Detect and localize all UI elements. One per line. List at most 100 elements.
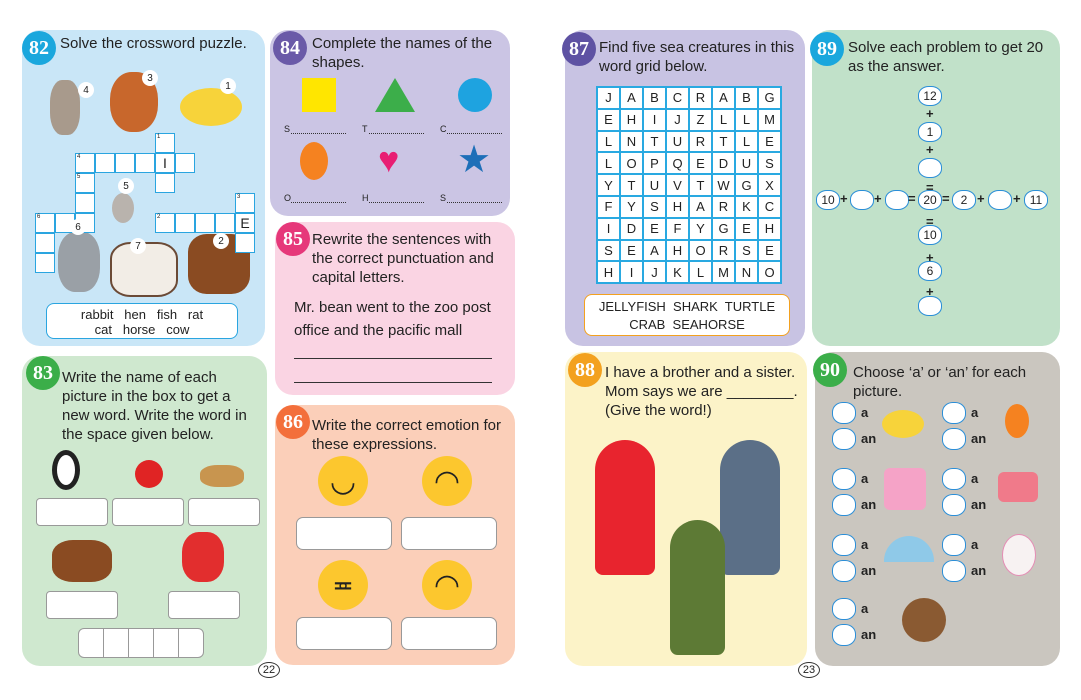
grid-letter[interactable]: J: [643, 261, 666, 284]
grid-letter[interactable]: X: [758, 174, 781, 196]
letter-cell[interactable]: [179, 629, 203, 657]
grid-letter[interactable]: E: [597, 108, 620, 131]
crossword-cell[interactable]: [155, 173, 175, 193]
grid-letter[interactable]: L: [689, 261, 712, 284]
grid-letter[interactable]: T: [689, 174, 712, 196]
grid-letter[interactable]: H: [620, 108, 643, 131]
grid-letter[interactable]: I: [643, 108, 666, 131]
choice-cloud[interactable]: [832, 534, 856, 556]
choice-cloud[interactable]: [942, 494, 966, 516]
crossword-cell[interactable]: [115, 153, 135, 173]
choice-cloud[interactable]: [942, 534, 966, 556]
grid-letter[interactable]: S: [643, 195, 666, 218]
crossword-cell[interactable]: 4: [75, 153, 95, 173]
crossword-cell[interactable]: [235, 233, 255, 253]
grid-letter[interactable]: D: [712, 152, 735, 175]
answer-box[interactable]: [401, 617, 497, 650]
grid-letter[interactable]: A: [620, 87, 643, 109]
grid-letter[interactable]: B: [643, 87, 666, 109]
grid-letter[interactable]: G: [735, 174, 758, 196]
crossword-cell[interactable]: [35, 253, 55, 273]
grid-letter[interactable]: M: [758, 108, 781, 131]
grid-letter[interactable]: L: [712, 108, 735, 131]
grid-letter[interactable]: L: [597, 152, 620, 175]
grid-letter[interactable]: K: [735, 195, 758, 218]
grid-letter[interactable]: I: [597, 217, 620, 240]
grid-letter[interactable]: U: [666, 130, 689, 153]
grid-letter[interactable]: Q: [666, 152, 689, 175]
grid-letter[interactable]: P: [643, 152, 666, 175]
grid-letter[interactable]: Y: [689, 217, 712, 240]
choice-cloud[interactable]: [942, 560, 966, 582]
crossword-cell[interactable]: 5: [75, 173, 95, 193]
grid-letter[interactable]: Y: [620, 195, 643, 218]
grid-letter[interactable]: S: [758, 152, 781, 175]
answer-box[interactable]: [168, 591, 240, 619]
crossword-cell[interactable]: [175, 213, 195, 233]
answer-box[interactable]: [36, 498, 108, 526]
crossword-cell[interactable]: 6: [35, 213, 55, 233]
choice-cloud[interactable]: [832, 560, 856, 582]
crossword-cell[interactable]: [135, 153, 155, 173]
answer-line[interactable]: [294, 382, 492, 383]
grid-letter[interactable]: T: [643, 130, 666, 153]
grid-letter[interactable]: W: [712, 174, 735, 196]
grid-letter[interactable]: L: [597, 130, 620, 153]
answer-box[interactable]: [46, 591, 118, 619]
crossword-cell[interactable]: [75, 193, 95, 213]
grid-letter[interactable]: H: [666, 239, 689, 262]
crossword-cell[interactable]: 3: [235, 193, 255, 213]
answer-box[interactable]: [188, 498, 260, 526]
grid-letter[interactable]: E: [758, 130, 781, 153]
letter-cell[interactable]: [154, 629, 179, 657]
grid-letter[interactable]: G: [712, 217, 735, 240]
grid-letter[interactable]: N: [735, 261, 758, 284]
crossword-cell[interactable]: 1: [155, 133, 175, 153]
choice-cloud[interactable]: [942, 468, 966, 490]
grid-letter[interactable]: R: [712, 195, 735, 218]
grid-letter[interactable]: F: [597, 195, 620, 218]
grid-letter[interactable]: U: [643, 174, 666, 196]
grid-letter[interactable]: O: [620, 152, 643, 175]
number-cloud[interactable]: [850, 190, 874, 210]
grid-letter[interactable]: R: [689, 87, 712, 109]
grid-letter[interactable]: B: [735, 87, 758, 109]
choice-cloud[interactable]: [942, 402, 966, 424]
grid-letter[interactable]: R: [712, 239, 735, 262]
answer-line[interactable]: [294, 358, 492, 359]
new-word-box[interactable]: [78, 628, 204, 658]
grid-letter[interactable]: M: [712, 261, 735, 284]
grid-letter[interactable]: T: [620, 174, 643, 196]
grid-letter[interactable]: N: [620, 130, 643, 153]
grid-letter[interactable]: A: [712, 87, 735, 109]
grid-letter[interactable]: S: [735, 239, 758, 262]
grid-letter[interactable]: A: [643, 239, 666, 262]
choice-cloud[interactable]: [832, 598, 856, 620]
choice-cloud[interactable]: [942, 428, 966, 450]
grid-letter[interactable]: O: [689, 239, 712, 262]
grid-letter[interactable]: E: [735, 217, 758, 240]
number-cloud[interactable]: [918, 296, 942, 316]
grid-letter[interactable]: C: [666, 87, 689, 109]
choice-cloud[interactable]: [832, 468, 856, 490]
crossword-cell[interactable]: [175, 153, 195, 173]
answer-box[interactable]: [296, 517, 392, 550]
answer-box[interactable]: [401, 517, 497, 550]
choice-cloud[interactable]: [832, 494, 856, 516]
grid-letter[interactable]: E: [689, 152, 712, 175]
grid-letter[interactable]: E: [758, 239, 781, 262]
grid-letter[interactable]: I: [620, 261, 643, 284]
choice-cloud[interactable]: [832, 428, 856, 450]
grid-letter[interactable]: E: [643, 217, 666, 240]
grid-letter[interactable]: L: [735, 108, 758, 131]
grid-letter[interactable]: V: [666, 174, 689, 196]
grid-letter[interactable]: Y: [597, 174, 620, 196]
number-cloud[interactable]: [918, 158, 942, 178]
grid-letter[interactable]: S: [597, 239, 620, 262]
grid-letter[interactable]: H: [758, 217, 781, 240]
grid-letter[interactable]: Z: [689, 108, 712, 131]
crossword-cell[interactable]: [95, 153, 115, 173]
answer-box[interactable]: [296, 617, 392, 650]
grid-letter[interactable]: H: [666, 195, 689, 218]
crossword-cell[interactable]: [35, 233, 55, 253]
